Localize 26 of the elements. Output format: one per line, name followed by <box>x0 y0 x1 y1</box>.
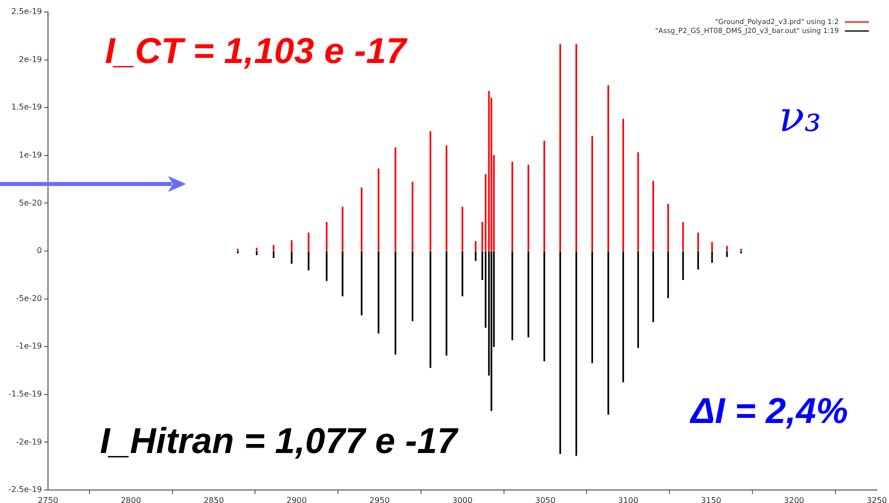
y-tick-label: -2.5e-19 <box>8 485 42 494</box>
annotation: ν₃ <box>778 92 822 141</box>
x-tick-label: 3200 <box>784 496 804 503</box>
annotation: I_Hitran = 1,077 e -17 <box>100 420 460 461</box>
x-tick-label: 2900 <box>286 496 307 503</box>
x-tick-label: 2950 <box>369 496 390 503</box>
x-tick-label: 3000 <box>452 496 473 503</box>
x-tick-label: 3100 <box>618 496 638 503</box>
x-tick-label: 3050 <box>535 496 556 503</box>
y-tick-label: -1.5e-19 <box>8 389 42 398</box>
x-tick-label: 2800 <box>120 496 142 503</box>
x-tick-label: 2750 <box>38 496 58 503</box>
y-tick-label: -2e-19 <box>16 437 42 446</box>
y-tick-label: 0 <box>36 246 42 256</box>
y-tick-label: 1.5e-19 <box>11 102 42 112</box>
x-tick-label: 3150 <box>700 496 722 503</box>
annotation: ΔI = 2,4% <box>688 390 848 431</box>
y-tick-label: 2.5e-19 <box>11 7 42 16</box>
x-tick-label: 3250 <box>866 496 887 503</box>
x-tick-label: 2850 <box>204 496 224 503</box>
y-tick-label: -5e-20 <box>16 294 42 303</box>
annotation: I_CT = 1,103 e -17 <box>105 30 408 71</box>
y-tick-label: -1e-19 <box>16 342 42 351</box>
y-tick-label: 2e-19 <box>18 54 42 64</box>
y-tick-label: 5e-20 <box>18 198 42 208</box>
y-tick-label: 1e-19 <box>18 150 42 160</box>
